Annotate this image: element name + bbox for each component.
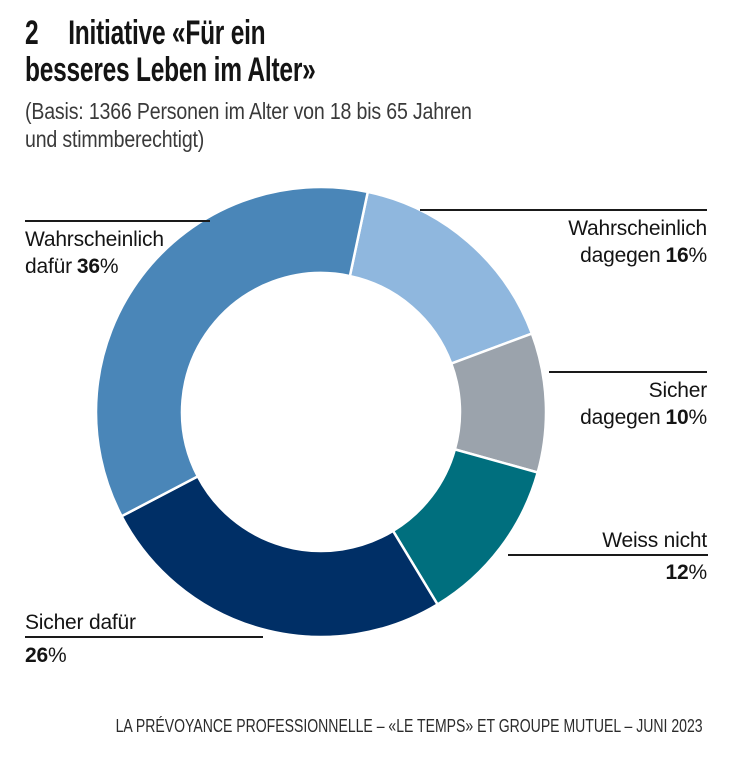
leader-line-wahrscheinlich-dagegen [420, 209, 707, 211]
label-sicher-dagegen-line1: Sicher [648, 379, 708, 402]
chart-subtitle-line1: (Basis: 1366 Personen im Alter von 18 bi… [25, 98, 472, 124]
chart-subtitle: (Basis: 1366 Personen im Alter von 18 bi… [25, 97, 472, 153]
leader-line-weiss-nicht [508, 554, 708, 556]
percent-sign: % [688, 244, 708, 267]
donut-segment-wahrscheinlich-dagegen [348, 190, 534, 366]
value-sicher-dafur-line: 26% [25, 642, 67, 669]
value-sicher-dagegen: 10 [665, 406, 689, 429]
value-wahrscheinlich-dagegen: 16 [665, 244, 689, 267]
label-wahrscheinlich-dagegen: Wahrscheinlich dagegen 16% [568, 215, 707, 269]
percent-sign: % [47, 644, 67, 667]
label-sicher-dafur: Sicher dafür [25, 611, 136, 634]
donut-segment-wahrscheinlich-daf-r [94, 185, 370, 518]
percent-sign: % [99, 255, 119, 278]
source-credit: LA PRÉVOYANCE PROFESSIONNELLE – «LE TEMP… [115, 716, 703, 736]
label-sicher-dagegen: Sicher dagegen 10% [580, 377, 707, 431]
percent-sign: % [688, 561, 708, 584]
leader-line-sicher-dagegen [549, 371, 707, 373]
chart-title-text1: Initiative «Für ein [68, 14, 266, 52]
label-wahrscheinlich-dagegen-line2: dagegen 16% [580, 244, 708, 267]
percent-sign: % [688, 406, 708, 429]
label-sicher-dagegen-line2: dagegen 10% [580, 406, 708, 429]
label-wahrscheinlich-dagegen-line1: Wahrscheinlich [568, 217, 707, 240]
chart-title-text2: besseres Leben im Alter» [25, 51, 316, 89]
label-weiss-nicht: Weiss nicht [602, 529, 707, 552]
value-wahrscheinlich-dafur: 36 [76, 255, 100, 278]
label-wahrscheinlich-dafur-line1: Wahrscheinlich [25, 228, 164, 251]
leader-line-sicher-dafur [25, 636, 263, 638]
value-weiss-nicht-line: 12% [665, 559, 708, 586]
chart-title-line1: 2 Initiative «Für ein [25, 15, 316, 52]
chart-number: 2 [25, 14, 39, 52]
label-wahrscheinlich-dafur-line2: dafür 36% [25, 255, 119, 278]
donut-segment-sicher-daf-r [119, 474, 440, 639]
label-wahrscheinlich-dafur: Wahrscheinlich dafür 36% [25, 226, 164, 280]
chart-title: 2 Initiative «Für ein besseres Leben im A… [25, 15, 316, 89]
chart-subtitle-line2: und stimmberechtigt) [25, 126, 205, 152]
leader-line-wahrscheinlich-dafur [25, 220, 210, 222]
value-sicher-dafur: 26 [25, 644, 48, 667]
value-weiss-nicht: 12 [665, 561, 689, 584]
